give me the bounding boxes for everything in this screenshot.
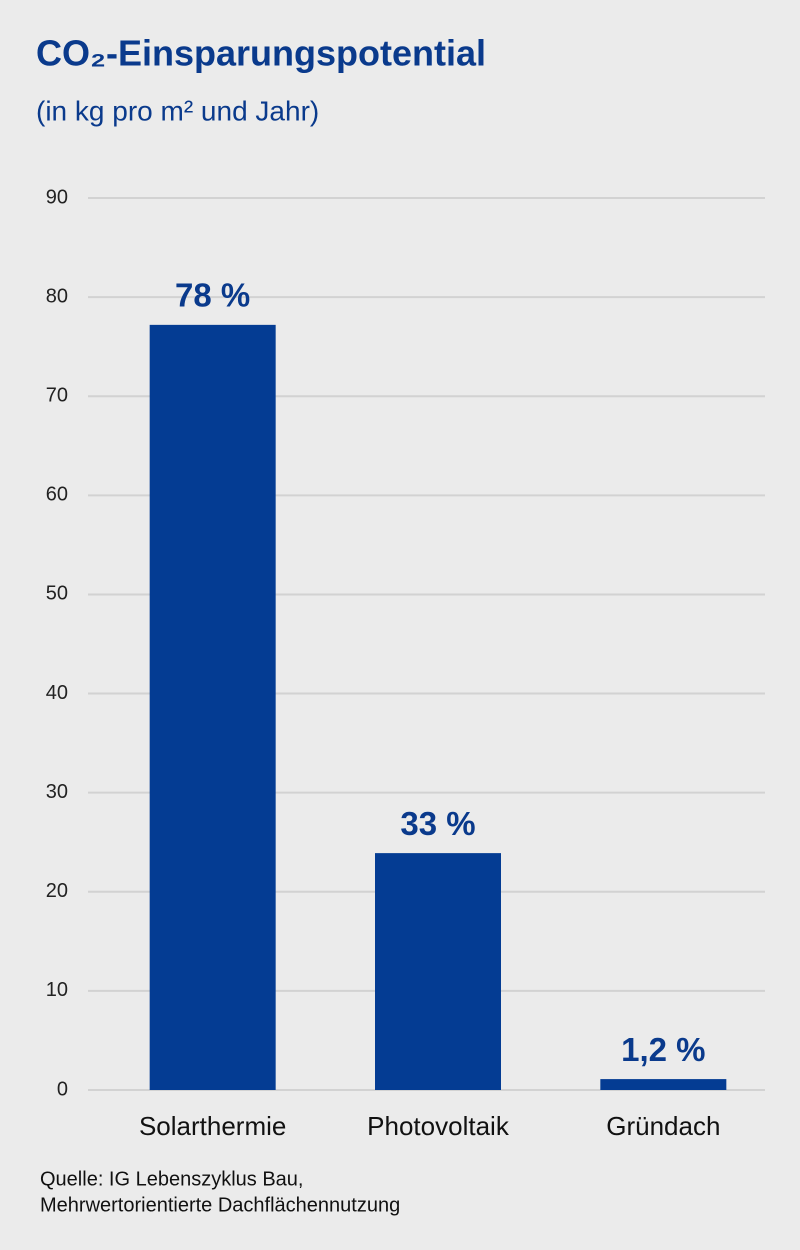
y-tick-label: 20 [46,880,68,902]
value-label: 78 % [175,277,250,314]
y-tick-label: 90 [46,186,68,208]
value-label: 1,2 % [621,1031,705,1068]
value-label: 33 % [400,805,475,842]
chart-title: CO₂-Einsparungspotential [36,33,486,74]
y-tick-label: 30 [46,781,68,803]
y-tick-label: 0 [57,1078,68,1100]
x-tick-label: Solarthermie [139,1111,286,1141]
y-tick-label: 70 [46,385,68,407]
bar [600,1079,727,1090]
chart-subtitle: (in kg pro m² und Jahr) [36,95,319,126]
bar [149,324,276,1091]
source-line: Mehrwertorientierte Dachflächennutzung [40,1194,400,1216]
source-line: Quelle: IG Lebenszyklus Bau, [40,1168,303,1190]
y-tick-label: 10 [46,979,68,1001]
y-tick-label: 60 [46,484,68,506]
y-tick-label: 40 [46,682,68,704]
bar [375,853,501,1090]
x-tick-label: Photovoltaik [367,1111,510,1141]
y-tick-label: 80 [46,285,68,307]
y-tick-label: 50 [46,583,68,605]
x-tick-label: Gründach [606,1111,720,1141]
